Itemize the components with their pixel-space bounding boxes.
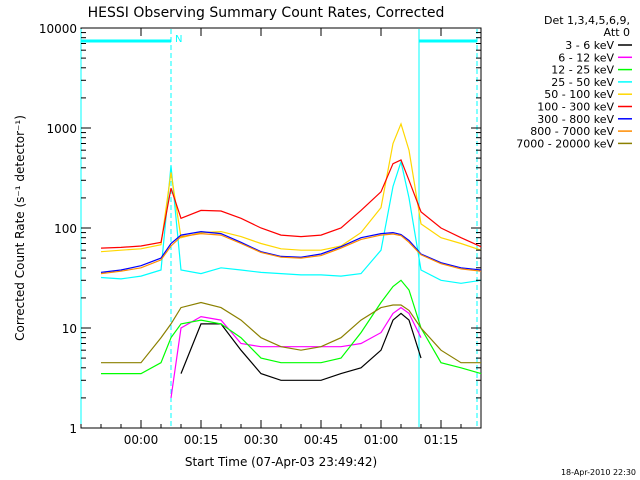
x-axis-title: Start Time (07-Apr-03 23:49:42) (185, 455, 377, 469)
series-layer (100, 122, 482, 398)
plot-frame (80, 27, 482, 429)
legend-header: Det 1,3,4,5,6,9, (544, 14, 630, 27)
legend-label: 800 - 7000 keV (530, 125, 614, 138)
marker-label: N (175, 34, 182, 45)
series-line-7 (100, 232, 482, 275)
x-tick-label: 00:00 (124, 433, 159, 447)
series-line-4 (100, 122, 482, 253)
series-line-8 (101, 301, 481, 364)
y-axis-title: Corrected Count Rate (s⁻¹ detector⁻¹) (13, 115, 27, 341)
legend-label: 3 - 6 keV (565, 39, 614, 52)
x-tick-label: 00:15 (184, 433, 219, 447)
series-line-2 (101, 279, 482, 375)
legend-label: 12 - 25 keV (551, 64, 614, 77)
legend-header: Att 0 (604, 26, 630, 39)
y-tick-label: 10 (62, 322, 77, 336)
chart-title: HESSI Observing Summary Count Rates, Cor… (88, 5, 445, 21)
legend-label: 100 - 300 keV (537, 101, 614, 114)
series-line-3 (100, 159, 482, 284)
series-line-0 (180, 312, 422, 381)
legend-label: 50 - 100 keV (544, 88, 614, 101)
event-markers: N (80, 29, 478, 427)
y-tick-label: 1000 (46, 122, 77, 136)
series-line-6 (100, 230, 482, 273)
legend-label: 6 - 12 keV (558, 51, 614, 64)
y-tick-label: 100 (54, 222, 77, 236)
legend-label: 7000 - 20000 keV (516, 137, 614, 150)
series-line-1 (170, 306, 422, 398)
x-tick-label: 01:00 (364, 433, 399, 447)
series-line-5 (100, 159, 482, 249)
x-tick-label: 00:45 (304, 433, 339, 447)
y-axis: 1 10 100 1000 10000 (39, 22, 481, 436)
x-tick-label: 00:30 (244, 433, 279, 447)
legend-label: 25 - 50 keV (551, 76, 614, 89)
x-axis: 00:00 00:15 00:30 00:45 01:00 01:15 (80, 28, 482, 447)
y-tick-label: 1 (69, 422, 77, 436)
x-tick-label: 01:15 (424, 433, 459, 447)
footer-timestamp: 18-Apr-2010 22:30 (561, 468, 636, 477)
legend-label: 300 - 800 keV (537, 113, 614, 126)
y-tick-label: 10000 (39, 22, 77, 36)
